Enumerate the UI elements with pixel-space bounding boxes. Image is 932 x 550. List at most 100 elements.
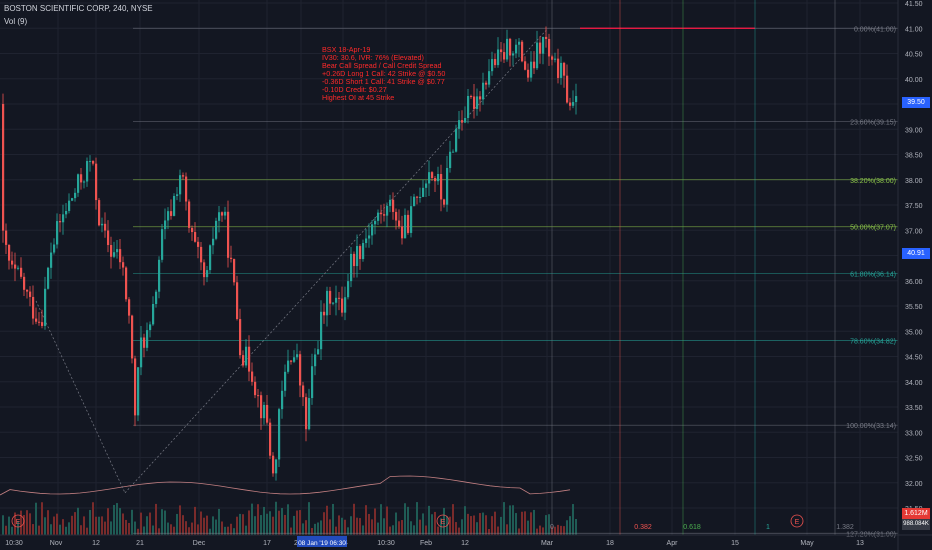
- volume-bar: [38, 525, 40, 535]
- candle-body: [389, 199, 392, 206]
- volume-bar: [68, 522, 70, 535]
- earnings-event-marker[interactable]: [790, 514, 804, 528]
- candle-body: [503, 52, 506, 60]
- time-axis-label: Feb: [420, 540, 432, 547]
- earnings-event-marker[interactable]: [11, 514, 25, 528]
- candle-body: [176, 194, 179, 196]
- candle-body: [227, 211, 230, 258]
- volume-bar: [530, 512, 532, 535]
- volume-bar: [560, 525, 562, 535]
- volume-bar: [23, 515, 25, 535]
- candle-body: [53, 244, 56, 253]
- volume-bar: [227, 526, 229, 535]
- candle-body: [572, 102, 575, 106]
- candle-body: [323, 311, 326, 316]
- time-axis-label: 12: [461, 540, 469, 547]
- candle-body: [449, 151, 452, 169]
- candle-body: [575, 96, 578, 103]
- volume-bar: [230, 523, 232, 535]
- candle-body: [20, 267, 23, 277]
- volume-bar: [323, 512, 325, 535]
- volume-bar: [164, 510, 166, 535]
- candle-body: [164, 220, 167, 230]
- volume-tag-dark: 988.084K: [902, 519, 930, 530]
- volume-bar: [503, 502, 505, 535]
- volume-bar: [125, 519, 127, 535]
- candle-body: [239, 319, 242, 356]
- volume-bar: [8, 516, 10, 535]
- price-axis-tick: 35.50: [905, 304, 923, 311]
- volume-bar: [32, 524, 34, 535]
- candle-body: [545, 36, 548, 39]
- volume-bar: [461, 519, 463, 535]
- candle-body: [2, 104, 5, 231]
- price-axis-tick: 36.00: [905, 279, 923, 286]
- candle-body: [62, 214, 65, 223]
- candle-body: [209, 245, 212, 271]
- candle-body: [452, 151, 455, 153]
- volume-bar: [509, 505, 511, 535]
- candle-body: [344, 297, 347, 313]
- volume-indicator-label[interactable]: Vol (9): [4, 17, 28, 26]
- candle-body: [263, 404, 266, 419]
- volume-bar: [362, 525, 364, 535]
- volume-bar: [398, 521, 400, 535]
- candle-body: [317, 349, 320, 355]
- candle-body: [554, 58, 557, 60]
- volume-bar: [470, 516, 472, 535]
- candle-body: [92, 160, 95, 164]
- candle-body: [113, 252, 116, 257]
- volume-bar: [428, 505, 430, 535]
- candle-body: [182, 175, 185, 177]
- candle-body: [383, 214, 386, 216]
- chart-title: BOSTON SCIENTIFIC CORP, 240, NYSE: [4, 4, 153, 13]
- price-axis-tick: 37.50: [905, 203, 923, 210]
- trend-line-dotted: [124, 28, 549, 494]
- fib-level-label: 0.00%(41.00): [854, 26, 896, 33]
- candle-body: [353, 253, 356, 267]
- candle-body: [56, 221, 59, 245]
- volume-bar: [377, 522, 379, 535]
- volume-bar: [17, 521, 19, 535]
- fib-level-label: 61.80%(36.14): [850, 272, 896, 279]
- volume-bar: [167, 522, 169, 535]
- annotation-line: -0.10D Credit: $0.27: [322, 85, 387, 94]
- candle-body: [470, 95, 473, 97]
- volume-bar: [152, 525, 154, 535]
- candle-body: [560, 62, 563, 78]
- candle-body: [128, 299, 131, 316]
- candle-body: [233, 258, 236, 283]
- volume-bar: [458, 527, 460, 535]
- volume-bar: [44, 517, 46, 535]
- volume-bar: [224, 526, 226, 535]
- volume-bar: [146, 516, 148, 535]
- annotation-line: +0.26D Long 1 Call: 42 Strike @ $0.50: [322, 69, 445, 78]
- candle-body: [242, 355, 245, 366]
- candle-body: [455, 128, 458, 152]
- current-price-tag: 39.50: [902, 97, 930, 108]
- volume-bar: [26, 510, 28, 535]
- volume-bar: [575, 518, 577, 535]
- time-axis-label: 18: [606, 540, 614, 547]
- volume-bar: [467, 513, 469, 535]
- earnings-event-marker[interactable]: [436, 514, 450, 528]
- volume-bar: [92, 502, 94, 535]
- time-axis-label: 21: [136, 540, 144, 547]
- crosshair-time-label: 08 Jan '19 06:30: [298, 540, 346, 547]
- candle-body: [395, 211, 398, 221]
- candle-body: [488, 71, 491, 85]
- candle-body: [557, 58, 560, 78]
- time-axis-label: 13: [856, 540, 864, 547]
- candle-body: [194, 232, 197, 242]
- volume-bar: [41, 502, 43, 535]
- volume-bar: [206, 515, 208, 535]
- price-axis-tick: 34.50: [905, 355, 923, 362]
- candle-body: [512, 53, 515, 56]
- volume-bar: [233, 528, 235, 535]
- candle-body: [548, 38, 551, 57]
- volume-bar: [122, 513, 124, 535]
- candle-body: [146, 330, 149, 348]
- volume-bar: [404, 503, 406, 535]
